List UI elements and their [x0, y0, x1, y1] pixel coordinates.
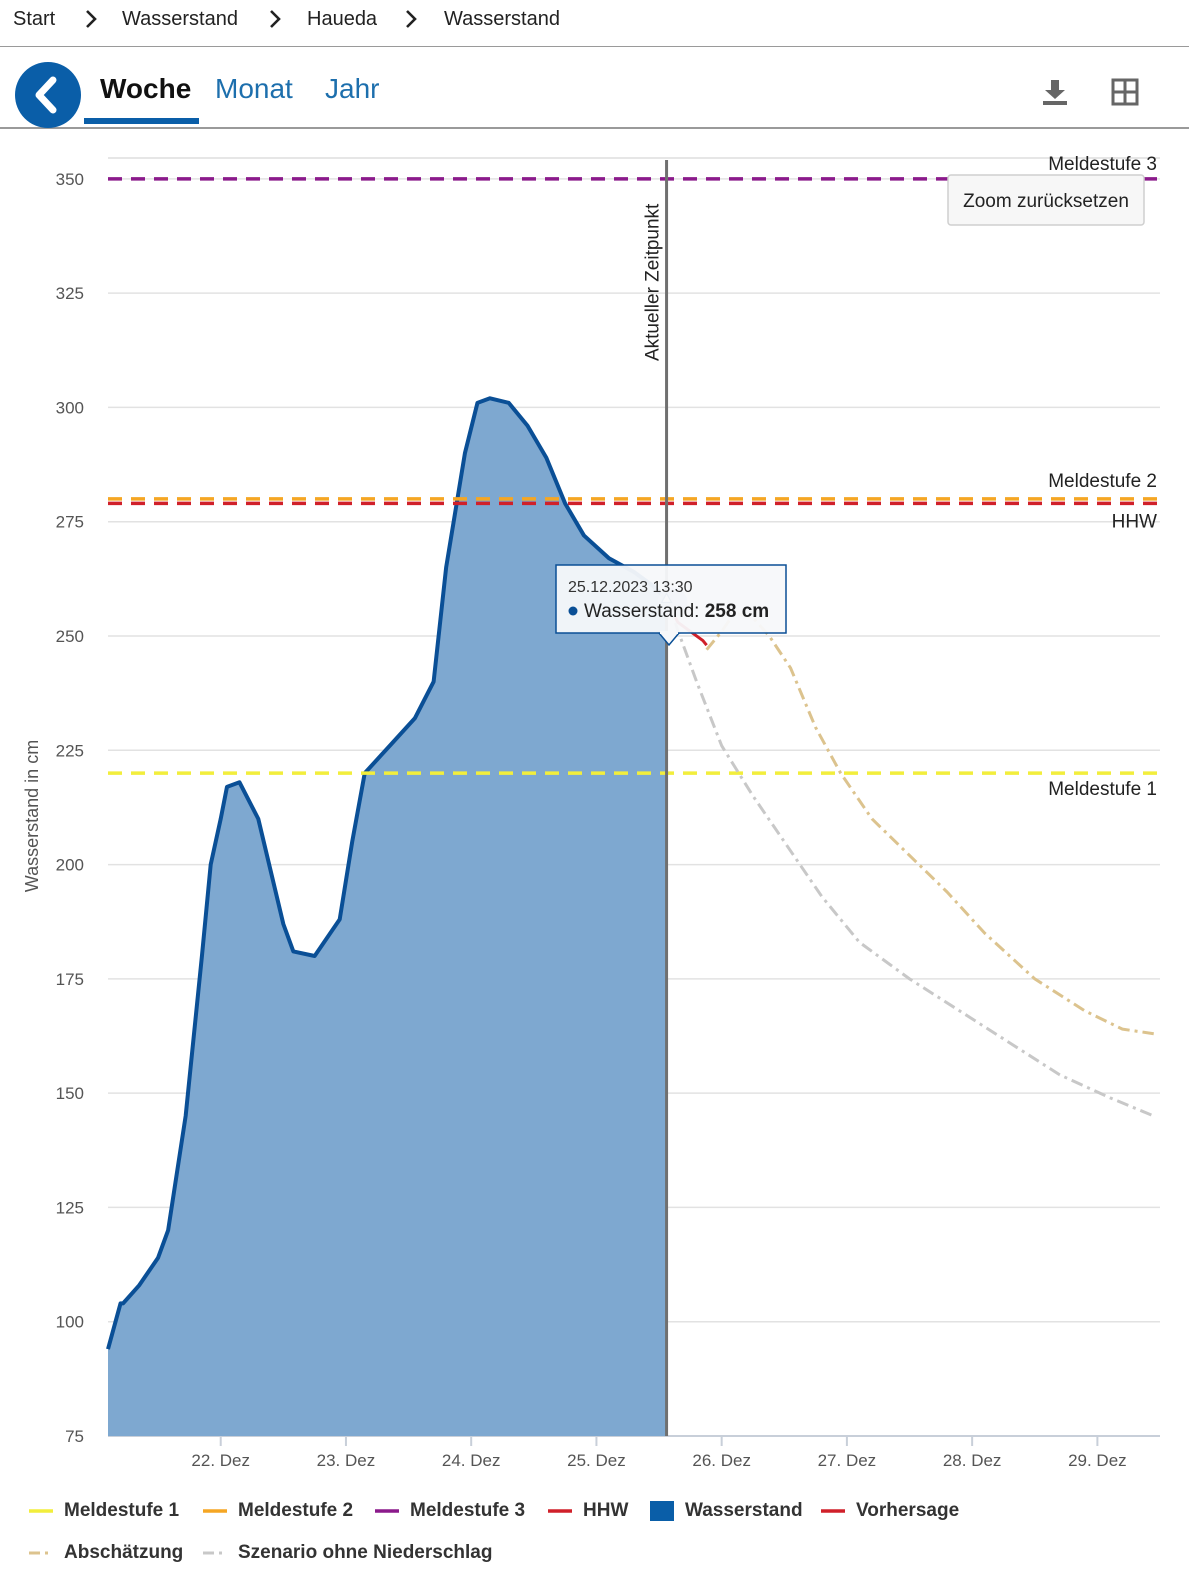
- legend-item[interactable]: Wasserstand: [649, 1500, 803, 1522]
- y-tick-label: 250: [56, 627, 84, 646]
- legend-label: Meldestufe 2: [238, 1500, 354, 1521]
- y-tick-label: 275: [56, 513, 84, 532]
- tooltip-series-label: Wasserstand:: [584, 601, 705, 622]
- y-tick-label: 100: [56, 1313, 84, 1332]
- chart-legend: Meldestufe 1 Meldestufe 2 Meldestufe 3 HHW W…: [0, 1490, 1189, 1584]
- legend-label: HHW: [583, 1500, 629, 1521]
- y-tick-label: 300: [56, 398, 84, 417]
- legend-item[interactable]: Meldestufe 1: [28, 1500, 179, 1522]
- series-line: [665, 598, 1155, 1118]
- legend-symbol: [375, 1509, 399, 1513]
- threshold-label: Meldestufe 2: [1048, 471, 1157, 492]
- legend-item[interactable]: Abschätzung: [28, 1542, 183, 1564]
- zoom-reset-button[interactable]: [947, 174, 1145, 226]
- now-line-label: Aktueller Zeitpunkt: [643, 203, 664, 361]
- tooltip-time: 25.12.2023 13:30: [568, 579, 693, 596]
- y-tick-label: 200: [56, 856, 84, 875]
- water-level-chart[interactable]: 75 100 125 150 175 200 225 250 275 300 325 350 Wasse…: [0, 128, 1189, 1488]
- breadcrumb-item-start[interactable]: Start: [13, 8, 56, 30]
- breadcrumb-item-current: Wasserstand: [444, 8, 560, 30]
- wasserstand-area: [108, 398, 667, 1437]
- legend-item[interactable]: Vorhersage: [820, 1500, 959, 1522]
- breadcrumb-item-wasserstand[interactable]: Wasserstand: [122, 8, 238, 30]
- legend-label: Wasserstand: [685, 1500, 803, 1521]
- breadcrumb-item-haueda[interactable]: Haueda: [307, 8, 378, 30]
- y-tick-label: 125: [56, 1198, 84, 1217]
- x-tick-label: 29. Dez: [1068, 1451, 1127, 1470]
- threshold-label: HHW: [1112, 511, 1157, 532]
- x-tick-label: 25. Dez: [567, 1451, 626, 1470]
- breadcrumb: Start Wasserstand Haueda Wasserstand: [0, 0, 1189, 47]
- legend-symbol: [29, 1509, 53, 1513]
- x-tick-label: 24. Dez: [442, 1451, 501, 1470]
- legend-label: Vorhersage: [856, 1500, 960, 1521]
- y-tick-label: 225: [56, 741, 84, 760]
- chart-toolbar: Woche Monat Jahr: [0, 47, 1189, 129]
- chevron-right-icon: [86, 10, 97, 28]
- legend-symbol: [821, 1509, 845, 1513]
- legend-label: Meldestufe 3: [410, 1500, 526, 1521]
- download-icon[interactable]: [1040, 77, 1070, 107]
- y-tick-label: 150: [56, 1084, 84, 1103]
- y-tick-label: 175: [56, 970, 84, 989]
- x-tick-label: 23. Dez: [317, 1451, 376, 1470]
- y-tick-label: 325: [56, 284, 84, 303]
- back-arrow-icon: [35, 76, 57, 114]
- y-axis-label: Wasserstand in cm: [22, 740, 42, 892]
- legend-label: Abschätzung: [64, 1542, 184, 1563]
- active-tab-indicator: [84, 118, 199, 124]
- tab-month[interactable]: Monat: [215, 73, 293, 104]
- legend-label: Meldestufe 1: [64, 1500, 180, 1521]
- table-grid-icon[interactable]: [1110, 77, 1140, 107]
- tab-year[interactable]: Jahr: [325, 73, 380, 104]
- tab-week[interactable]: Woche: [100, 73, 192, 104]
- x-tick-label: 22. Dez: [191, 1451, 250, 1470]
- wasserstand-line: [106, 396, 668, 1350]
- tooltip-box: [555, 564, 787, 634]
- zoom-reset-label[interactable]: Zoom zurücksetzen: [963, 191, 1129, 212]
- y-tick-label: 75: [65, 1427, 84, 1446]
- tooltip-value: Wasserstand: 258 cm: [584, 601, 769, 622]
- y-tick-label: 350: [56, 170, 84, 189]
- tooltip-pointer-cover: [660, 631, 678, 634]
- legend-item[interactable]: Szenario ohne Niederschlag: [202, 1542, 492, 1564]
- x-tick-label: 26. Dez: [692, 1451, 751, 1470]
- x-tick-label: 28. Dez: [943, 1451, 1002, 1470]
- x-tick-label: 27. Dez: [818, 1451, 877, 1470]
- tooltip-pointer: [658, 632, 680, 647]
- threshold-label: Meldestufe 1: [1048, 779, 1157, 800]
- chevron-right-icon: [406, 10, 417, 28]
- legend-item[interactable]: HHW: [547, 1500, 628, 1522]
- legend-symbol: [203, 1551, 222, 1555]
- tooltip-series-dot: [568, 606, 578, 616]
- tooltip-series-value: 258 cm: [705, 601, 769, 622]
- legend-symbol: [650, 1501, 674, 1521]
- back-button[interactable]: [15, 62, 81, 128]
- threshold-label: Meldestufe 3: [1048, 154, 1157, 175]
- legend-symbol: [29, 1551, 48, 1555]
- chevron-right-icon: [270, 10, 281, 28]
- legend-symbol: [203, 1509, 227, 1513]
- legend-item[interactable]: Meldestufe 3: [374, 1500, 525, 1522]
- legend-label: Szenario ohne Niederschlag: [238, 1542, 493, 1563]
- legend-item[interactable]: Meldestufe 2: [202, 1500, 353, 1522]
- series-line: [705, 611, 1154, 1036]
- legend-symbol: [548, 1509, 572, 1513]
